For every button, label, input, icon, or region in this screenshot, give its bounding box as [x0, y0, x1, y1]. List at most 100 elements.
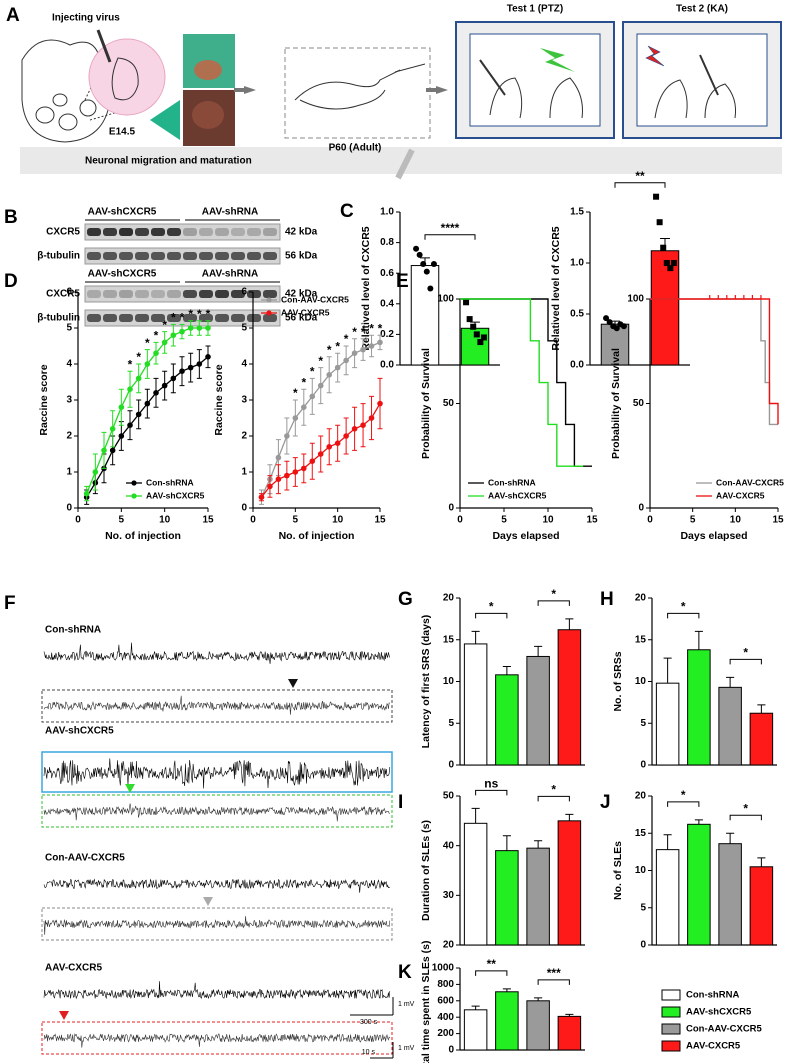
- data-point: [334, 440, 341, 447]
- zoom-box: [41, 689, 393, 723]
- y-tick-label: 4: [66, 359, 72, 370]
- data-point: [179, 328, 185, 335]
- data-point: [179, 368, 185, 375]
- blot-band: [87, 228, 101, 236]
- bar: [495, 991, 519, 1051]
- bar: [526, 1000, 550, 1051]
- y-tick-label: 1: [66, 467, 72, 478]
- y-axis-label: Latency of first SRS (days): [420, 615, 432, 749]
- significance-label: *: [188, 307, 193, 321]
- error-bar: [757, 857, 766, 867]
- data-point: [127, 422, 133, 429]
- data-point: [416, 251, 423, 258]
- bar: [718, 686, 742, 766]
- significance-label: *: [681, 600, 686, 614]
- significance-label: *: [489, 600, 494, 614]
- data-point: [317, 451, 324, 457]
- data-point: [187, 325, 194, 331]
- blot-band: [231, 252, 245, 260]
- y-tick-label: 5: [66, 323, 72, 334]
- blot-band: [199, 228, 213, 236]
- data-point: [606, 319, 613, 326]
- y-axis-label: No. of SLEs: [612, 841, 624, 900]
- data-point: [153, 350, 159, 357]
- blot-band: [247, 252, 261, 260]
- legend-marker: [266, 297, 272, 303]
- data-point: [301, 465, 307, 472]
- blot-band: [167, 290, 181, 298]
- zoom-marker: [203, 897, 213, 906]
- legend-swatch: [661, 989, 681, 1001]
- data-point: [284, 433, 290, 439]
- eeg-trace: [43, 981, 391, 1000]
- data-point: [144, 361, 151, 367]
- legend-label: Con-AAV-CXCR5: [281, 294, 349, 304]
- y-tick-label: 10: [635, 676, 647, 687]
- data-point: [309, 458, 316, 465]
- x-tick-label: 0: [250, 515, 256, 526]
- blot-band: [247, 290, 261, 298]
- x-axis-label: Days elapsed: [492, 530, 559, 542]
- error-bar: [534, 645, 543, 657]
- x-tick-label: 10: [332, 515, 344, 526]
- y-tick-label: 600: [437, 995, 454, 1006]
- blot-band: [183, 252, 197, 260]
- significance-bracket: [424, 234, 476, 240]
- data-point: [135, 411, 142, 418]
- bar: [463, 1009, 488, 1051]
- legend-label: Con-shRNA: [146, 477, 194, 487]
- significance-label: *: [171, 311, 176, 325]
- significance-label: ***: [547, 966, 561, 980]
- data-point: [301, 404, 307, 411]
- y-tick-label: 1.0: [380, 207, 394, 218]
- y-tick-label: 50: [633, 398, 645, 409]
- blot-strip: [84, 285, 281, 303]
- bar: [749, 712, 774, 766]
- error-bar: [757, 704, 766, 714]
- data-point: [377, 339, 383, 346]
- highlight-box: [41, 751, 393, 793]
- panel-label: B: [4, 207, 18, 228]
- data-point: [127, 386, 133, 393]
- blot-band: [87, 252, 101, 260]
- data-point: [480, 334, 487, 341]
- bar: [749, 866, 774, 946]
- x-tick-label: 0: [457, 515, 463, 526]
- y-tick-label: 15: [635, 634, 647, 645]
- eeg-trace: [43, 1033, 391, 1048]
- y-tick-label: 100: [437, 294, 454, 305]
- blot-band: [151, 314, 165, 322]
- y-tick-label: 0: [448, 1045, 454, 1056]
- data-point: [205, 325, 211, 331]
- y-axis-label: Duration of SLEs (s): [420, 820, 432, 921]
- legend-label: AAV-shCXCR5: [146, 490, 205, 500]
- trace-label: AAV-CXCR5: [45, 963, 102, 974]
- legend-label: Con-shRNA: [686, 990, 739, 1001]
- bar: [655, 849, 680, 946]
- error-bar: [663, 657, 672, 684]
- survival-curve: [650, 298, 778, 426]
- data-point: [653, 193, 660, 200]
- y-tick-label: 3: [241, 395, 247, 406]
- bar: [687, 649, 711, 766]
- legend-swatch: [661, 1006, 681, 1018]
- significance-label: *: [197, 307, 202, 321]
- data-point: [326, 444, 333, 450]
- significance-bracket: [614, 182, 666, 188]
- y-axis-label: No. of SRSs: [612, 651, 624, 711]
- scale-label: 1 mV: [398, 1045, 415, 1052]
- x-tick-label: 10: [730, 515, 742, 526]
- survival-curve: [460, 298, 592, 467]
- x-tick-label: 5: [690, 515, 696, 526]
- blot-band: [199, 314, 213, 322]
- significance-label: *: [128, 357, 133, 371]
- data-point: [317, 382, 324, 389]
- y-tick-label: 0: [640, 760, 646, 771]
- protein-label: β-tubulin: [37, 313, 80, 324]
- y-tick-label: 0: [640, 940, 646, 951]
- data-point: [153, 390, 159, 396]
- error-bar: [726, 832, 735, 844]
- significance-label: *: [369, 321, 374, 335]
- y-tick-label: 800: [437, 979, 454, 990]
